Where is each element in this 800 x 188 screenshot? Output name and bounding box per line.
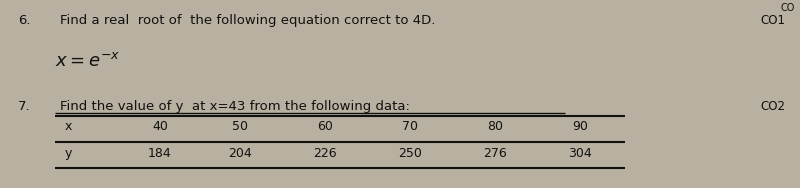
- Text: y: y: [65, 147, 72, 160]
- Text: CO1: CO1: [760, 14, 785, 27]
- Text: 50: 50: [232, 120, 248, 133]
- Text: 80: 80: [487, 120, 503, 133]
- Text: 304: 304: [568, 147, 592, 160]
- Text: Find the value of y  at x=43 from the following data:: Find the value of y at x=43 from the fol…: [60, 100, 410, 113]
- Text: 6.: 6.: [18, 14, 30, 27]
- Text: 60: 60: [317, 120, 333, 133]
- Text: 276: 276: [483, 147, 507, 160]
- Text: x: x: [65, 120, 72, 133]
- Text: 90: 90: [572, 120, 588, 133]
- Text: 204: 204: [228, 147, 252, 160]
- Text: 250: 250: [398, 147, 422, 160]
- Text: CO: CO: [781, 3, 795, 13]
- Text: 7.: 7.: [18, 100, 30, 113]
- Text: $x=e^{-x}$: $x=e^{-x}$: [55, 52, 120, 70]
- Text: 40: 40: [152, 120, 168, 133]
- Text: 70: 70: [402, 120, 418, 133]
- Text: CO2: CO2: [760, 100, 785, 113]
- Text: 226: 226: [313, 147, 337, 160]
- Text: 184: 184: [148, 147, 172, 160]
- Text: Find a real  root of  the following equation correct to 4D.: Find a real root of the following equati…: [60, 14, 435, 27]
